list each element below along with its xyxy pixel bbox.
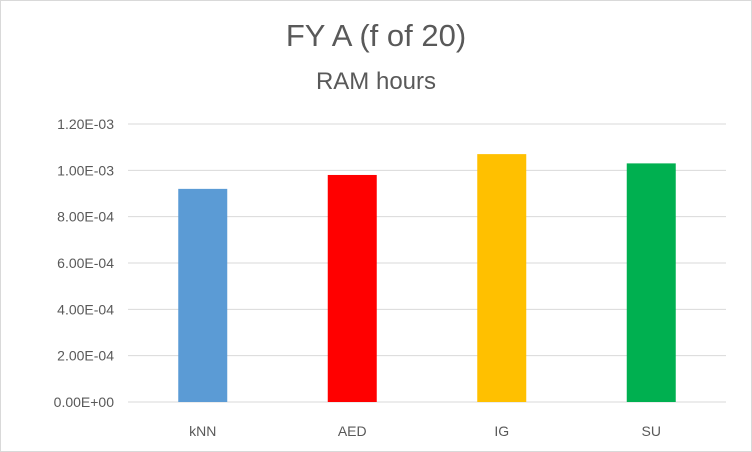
chart-title: FY A (f of 20) xyxy=(285,18,467,53)
bar-aed xyxy=(327,174,377,402)
y-tick-label: 2.00E-04 xyxy=(57,348,114,364)
y-tick-label: 0.00E+00 xyxy=(54,394,115,410)
chart-subtitle: RAM hours xyxy=(315,68,437,95)
y-tick-label: 1.00E-03 xyxy=(57,162,114,178)
y-tick-label: 6.00E-04 xyxy=(57,255,114,271)
y-tick-label: 1.20E-03 xyxy=(57,116,114,132)
x-tick-label: IG xyxy=(494,423,509,439)
x-tick-label: AED xyxy=(338,423,367,439)
bar-knn xyxy=(178,188,228,402)
y-tick-label: 4.00E-04 xyxy=(57,301,114,317)
x-tick-label: kNN xyxy=(189,423,216,439)
bar-su xyxy=(626,163,676,402)
bar-ig xyxy=(477,154,527,402)
x-tick-label: SU xyxy=(642,423,661,439)
y-tick-label: 8.00E-04 xyxy=(57,209,114,225)
